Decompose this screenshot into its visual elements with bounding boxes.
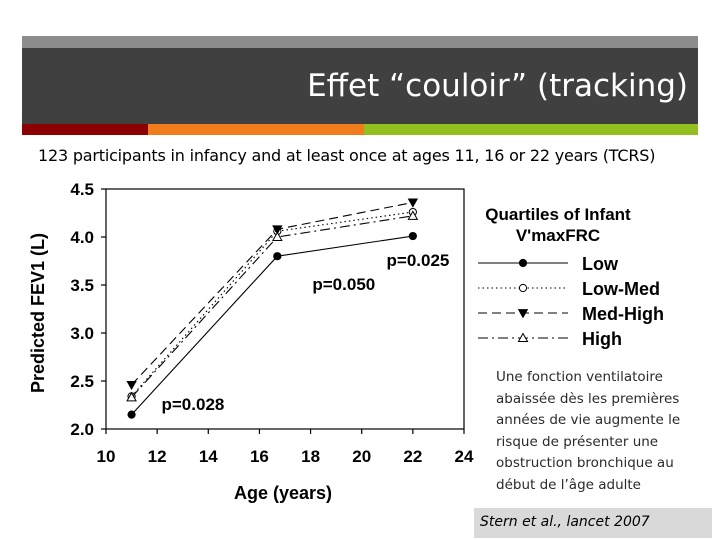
legend-marker-low-med [518,283,528,293]
legend-marker-high [517,332,529,342]
legend-label-med-high: Med-High [582,304,664,324]
y-tick-label: 4.0 [70,228,94,247]
series-line-low-med [131,211,413,397]
data-point-low [408,231,417,241]
y-axis-label: Predicted FEV1 (L) [28,233,48,393]
series-line-low [131,235,413,415]
series-line-high [131,215,413,398]
data-point-low [273,252,282,261]
slide-subtitle: 123 participants in infancy and at least… [38,146,656,165]
accent-bar-green [364,124,698,135]
p-value-annotation: p=0.025 [387,251,450,270]
x-tick-label: 10 [97,447,116,466]
data-point-low [127,410,136,419]
y-tick-label: 4.5 [70,180,94,199]
citation-box: Stern et al., lancet 2007 [474,508,712,538]
accent-bar-red [22,124,148,135]
data-point-med-high [126,380,137,391]
legend-label-low: Low [582,254,619,274]
y-tick-label: 3.0 [70,324,94,343]
x-tick-label: 20 [352,447,371,466]
x-tick-label: 16 [250,447,269,466]
data-point-med-high [407,198,419,208]
accent-bar-orange [148,124,364,135]
data-point-high [407,210,419,220]
y-tick-label: 2.5 [70,372,94,391]
legend-marker-med-high [517,309,529,319]
y-tick-label: 2.0 [70,420,94,439]
x-axis-label: Age (years) [234,483,332,503]
plot-frame [105,188,465,430]
y-tick-label: 3.5 [70,276,94,295]
conclusion-note: Une fonction ventilatoire abaissée dès l… [496,369,681,493]
x-tick-label: 22 [403,447,422,466]
slide-title: Effet “couloir” (tracking) [307,68,688,104]
p-value-annotation: p=0.050 [312,275,375,294]
x-tick-label: 18 [301,447,320,466]
data-point-high [126,391,137,402]
data-point-high [271,231,283,241]
legend-marker-low [518,258,528,268]
p-value-annotation: p=0.028 [162,395,225,414]
x-tick-label: 12 [148,447,167,466]
data-point-med-high [272,225,283,235]
title-bar: Effet “couloir” (tracking) [22,48,698,124]
x-tick-label: 14 [199,447,218,466]
x-tick-label: 24 [455,447,474,466]
legend-label-high: High [582,329,622,349]
top-strip [22,36,698,48]
legend-label-low-med: Low-Med [582,279,660,299]
legend-title: Quartiles of Infant V'maxFRC [485,205,631,245]
